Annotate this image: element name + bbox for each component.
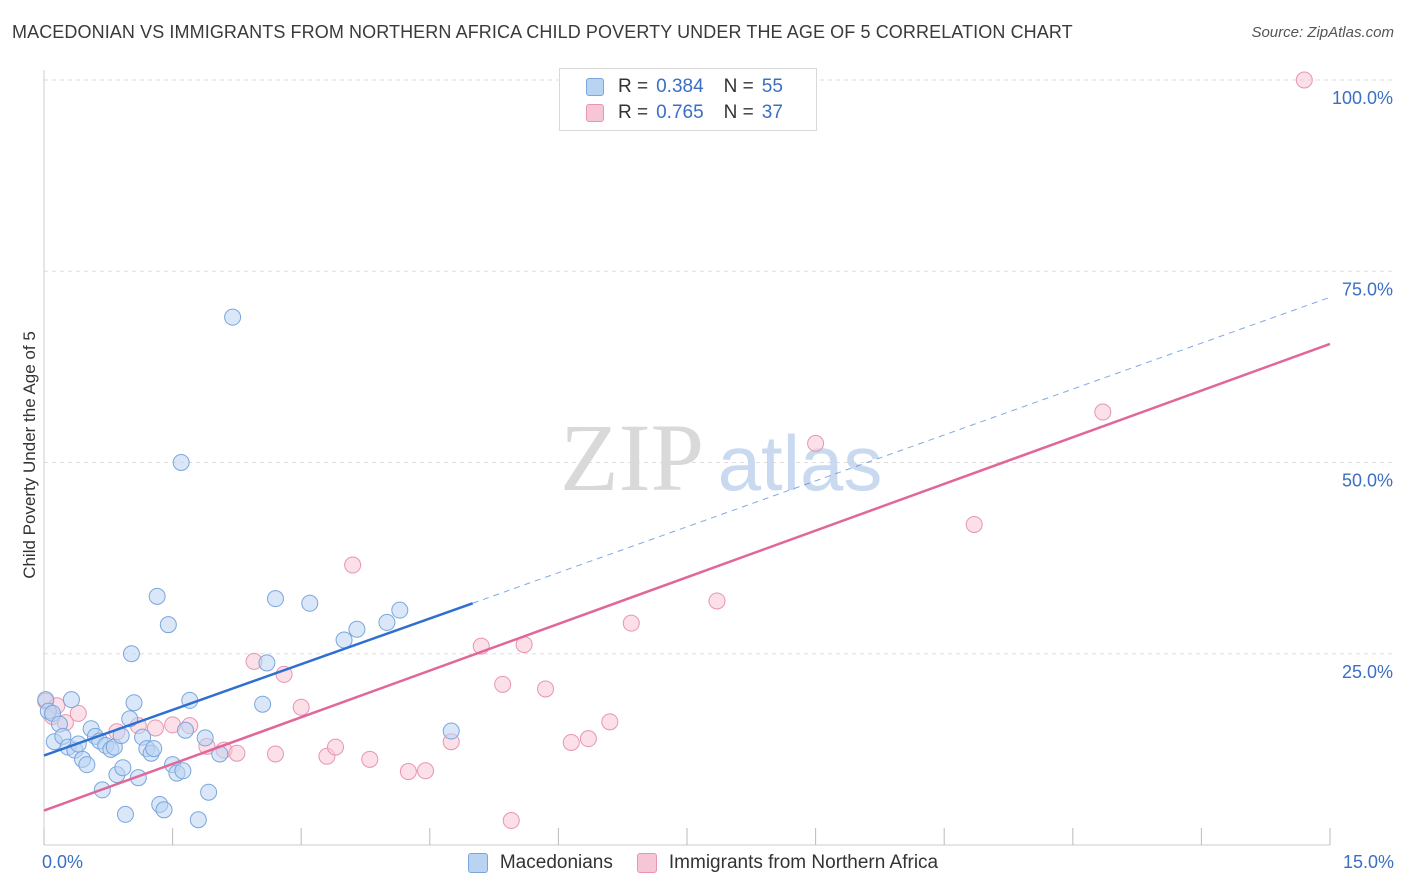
data-point [494, 675, 512, 693]
data-point [224, 308, 242, 326]
data-point [562, 733, 580, 751]
x-tick-min: 0.0% [42, 852, 84, 872]
watermark-zip: ZIP [560, 404, 704, 511]
data-point [344, 556, 362, 574]
data-point [1295, 71, 1313, 89]
legend-row-immigrants: R = 0.765 N = 37 [586, 101, 783, 125]
legend-swatch-pink [636, 853, 657, 873]
data-point [148, 587, 166, 605]
data-point [326, 738, 344, 756]
data-point [965, 515, 983, 533]
data-point [155, 801, 173, 819]
data-point [122, 645, 140, 663]
data-point [159, 616, 177, 634]
trend-layer [43, 296, 1331, 812]
data-point [228, 744, 246, 762]
correlation-legend: R = 0.384 N = 55 R = 0.765 N = 37 [559, 68, 817, 131]
chart-title: MACEDONIAN VS IMMIGRANTS FROM NORTHERN A… [12, 22, 1073, 42]
y-tick-label: 25.0% [1342, 662, 1393, 682]
series-legend: Macedonians Immigrants from Northern Afr… [0, 852, 1406, 874]
legend-r-label: R = [618, 76, 649, 97]
y-tick-label: 50.0% [1342, 471, 1393, 491]
data-point [502, 812, 520, 830]
data-point [69, 704, 87, 722]
data-point [708, 592, 726, 610]
legend-swatch-blue [467, 853, 488, 873]
data-point [301, 594, 319, 612]
legend-swatch-pink [586, 104, 604, 122]
trend-line-macedonians [43, 602, 474, 757]
data-point [601, 713, 619, 731]
watermark: ZIP atlas [560, 404, 882, 511]
data-point [391, 601, 409, 619]
y-axis-label: Child Poverty Under the Age of 5 [20, 331, 39, 579]
data-point [114, 759, 132, 777]
grid-layer [44, 79, 1392, 655]
data-point [172, 454, 190, 471]
legend-swatch-blue [586, 78, 604, 96]
data-point [258, 654, 276, 672]
legend-n-label: N = [723, 102, 754, 123]
watermark-atlas: atlas [718, 419, 883, 507]
data-point [189, 811, 207, 829]
data-point [537, 680, 555, 698]
data-point [378, 613, 396, 631]
data-point [807, 434, 825, 452]
legend-n-label: N = [723, 76, 754, 97]
data-point [361, 750, 379, 768]
data-point [335, 631, 353, 649]
data-point [196, 729, 214, 747]
data-point [62, 691, 80, 709]
data-point [1094, 403, 1112, 421]
data-point [292, 698, 310, 716]
data-point [399, 763, 417, 781]
ytick-labels: 25.0% 50.0% 75.0% 100.0% [1332, 88, 1393, 682]
data-point [146, 719, 164, 737]
data-point [348, 620, 366, 638]
data-point [174, 762, 192, 780]
x-tick-max: 15.0% [1342, 852, 1394, 872]
data-point [622, 614, 640, 632]
data-point [145, 740, 163, 758]
source-label: Source: ZipAtlas.com [1251, 24, 1394, 41]
legend-n-value: 55 [761, 76, 783, 97]
data-point [254, 695, 272, 713]
trend-line-immigrants [43, 342, 1331, 812]
legend-row-macedonians: R = 0.384 N = 55 [586, 75, 783, 99]
data-point [417, 762, 435, 780]
data-point [125, 694, 143, 712]
data-point [78, 756, 96, 774]
data-point [266, 590, 284, 608]
legend-label: Macedonians [499, 852, 613, 873]
legend-r-value: 0.384 [656, 76, 704, 97]
series-macedonians-points [37, 308, 460, 829]
data-point [442, 722, 460, 740]
legend-item-immigrants: Immigrants from Northern Africa [636, 852, 939, 874]
data-point [116, 805, 134, 823]
legend-item-macedonians: Macedonians [467, 852, 613, 874]
y-tick-label: 100.0% [1332, 88, 1393, 108]
y-tick-label: 75.0% [1342, 279, 1393, 299]
data-point [200, 783, 218, 801]
legend-r-label: R = [618, 102, 649, 123]
data-point [176, 721, 194, 739]
legend-n-value: 37 [761, 102, 783, 123]
data-point [266, 745, 284, 763]
data-point [579, 730, 597, 748]
legend-r-value: 0.765 [656, 102, 704, 123]
legend-label: Immigrants from Northern Africa [668, 852, 939, 873]
trend-line-macedonians-dashed [472, 296, 1331, 604]
